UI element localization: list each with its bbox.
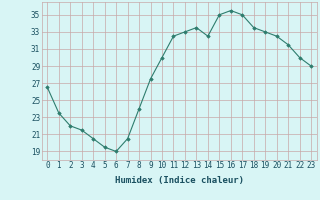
X-axis label: Humidex (Indice chaleur): Humidex (Indice chaleur) (115, 176, 244, 185)
